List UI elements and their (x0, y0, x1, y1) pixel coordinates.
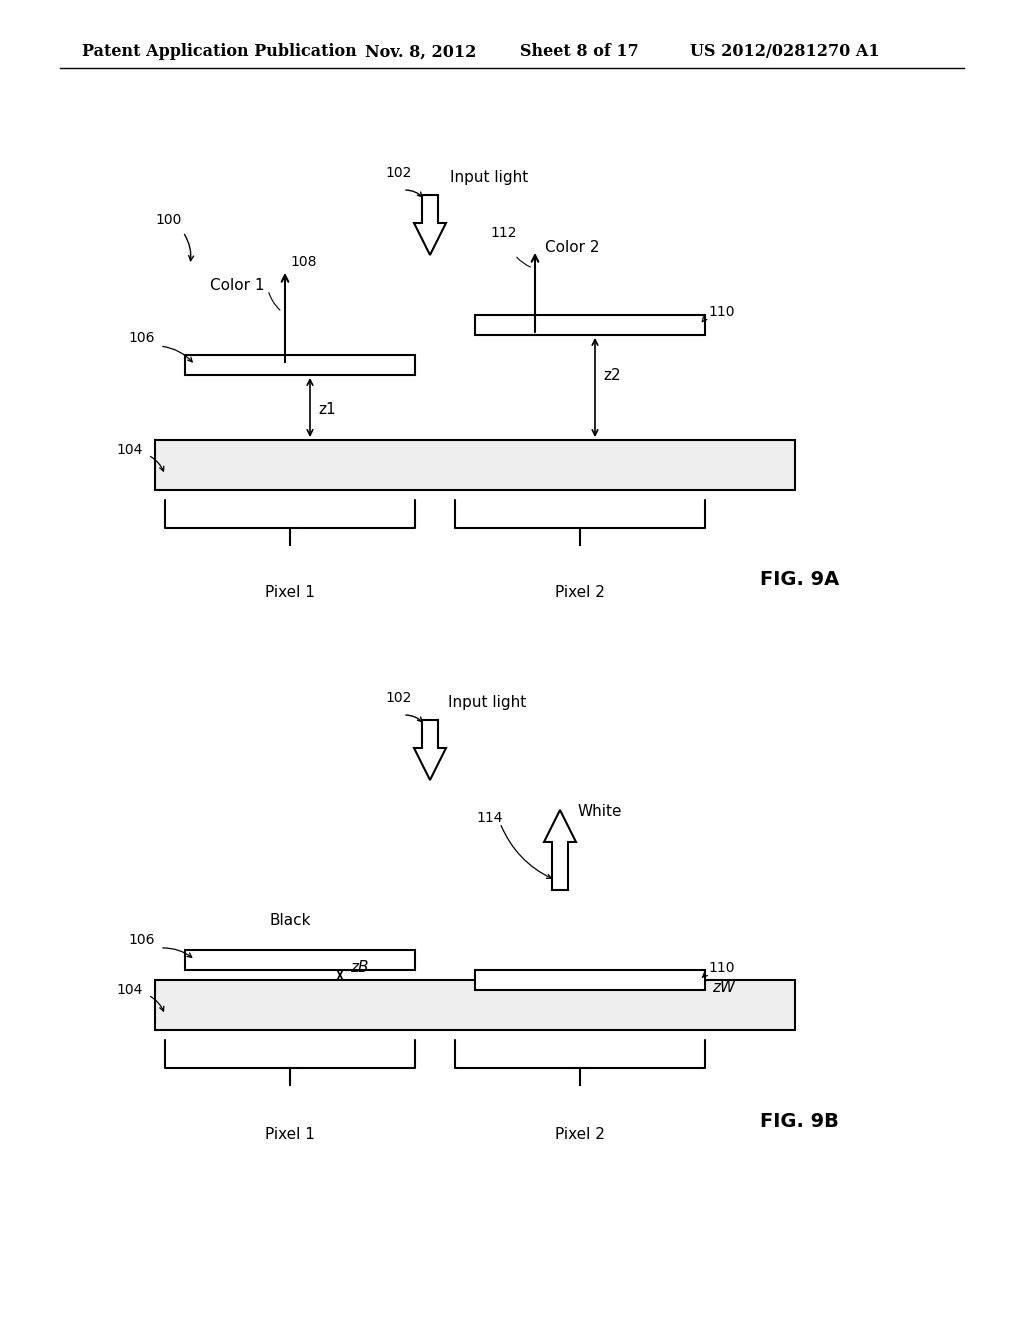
Text: Pixel 1: Pixel 1 (265, 585, 315, 601)
Text: Input light: Input light (450, 170, 528, 185)
Text: Patent Application Publication: Patent Application Publication (82, 44, 356, 61)
Bar (475, 970, 705, 990)
Bar (155, 440, 795, 490)
Polygon shape (414, 719, 446, 780)
Text: 100: 100 (155, 213, 181, 227)
Text: Color 1: Color 1 (210, 277, 264, 293)
Bar (185, 950, 415, 970)
Text: Pixel 1: Pixel 1 (265, 1127, 315, 1142)
Polygon shape (414, 195, 446, 255)
Text: Input light: Input light (449, 696, 526, 710)
Text: 102: 102 (385, 690, 412, 705)
Text: White: White (578, 804, 623, 820)
Text: US 2012/0281270 A1: US 2012/0281270 A1 (690, 44, 880, 61)
Text: 106: 106 (128, 331, 155, 345)
Text: z2: z2 (603, 367, 621, 383)
Text: 108: 108 (290, 255, 316, 269)
Text: 114: 114 (476, 810, 503, 825)
Text: 102: 102 (385, 166, 412, 180)
Text: 110: 110 (708, 305, 734, 319)
Text: 104: 104 (117, 444, 143, 457)
Text: Nov. 8, 2012: Nov. 8, 2012 (365, 44, 476, 61)
Bar (185, 355, 415, 375)
Text: 104: 104 (117, 983, 143, 997)
Bar (155, 979, 795, 1030)
Text: Pixel 2: Pixel 2 (555, 585, 605, 601)
Text: zB: zB (350, 961, 369, 975)
Text: Color 2: Color 2 (545, 240, 599, 256)
Text: Sheet 8 of 17: Sheet 8 of 17 (520, 44, 639, 61)
Text: Black: Black (269, 913, 310, 928)
Text: 106: 106 (128, 933, 155, 946)
Text: zW: zW (712, 981, 735, 995)
Text: 110: 110 (708, 961, 734, 975)
Text: Pixel 2: Pixel 2 (555, 1127, 605, 1142)
Text: z1: z1 (318, 403, 336, 417)
Text: FIG. 9B: FIG. 9B (760, 1111, 839, 1131)
Text: 112: 112 (490, 226, 516, 240)
Polygon shape (544, 810, 575, 890)
Bar (475, 315, 705, 335)
Text: FIG. 9A: FIG. 9A (760, 570, 840, 589)
